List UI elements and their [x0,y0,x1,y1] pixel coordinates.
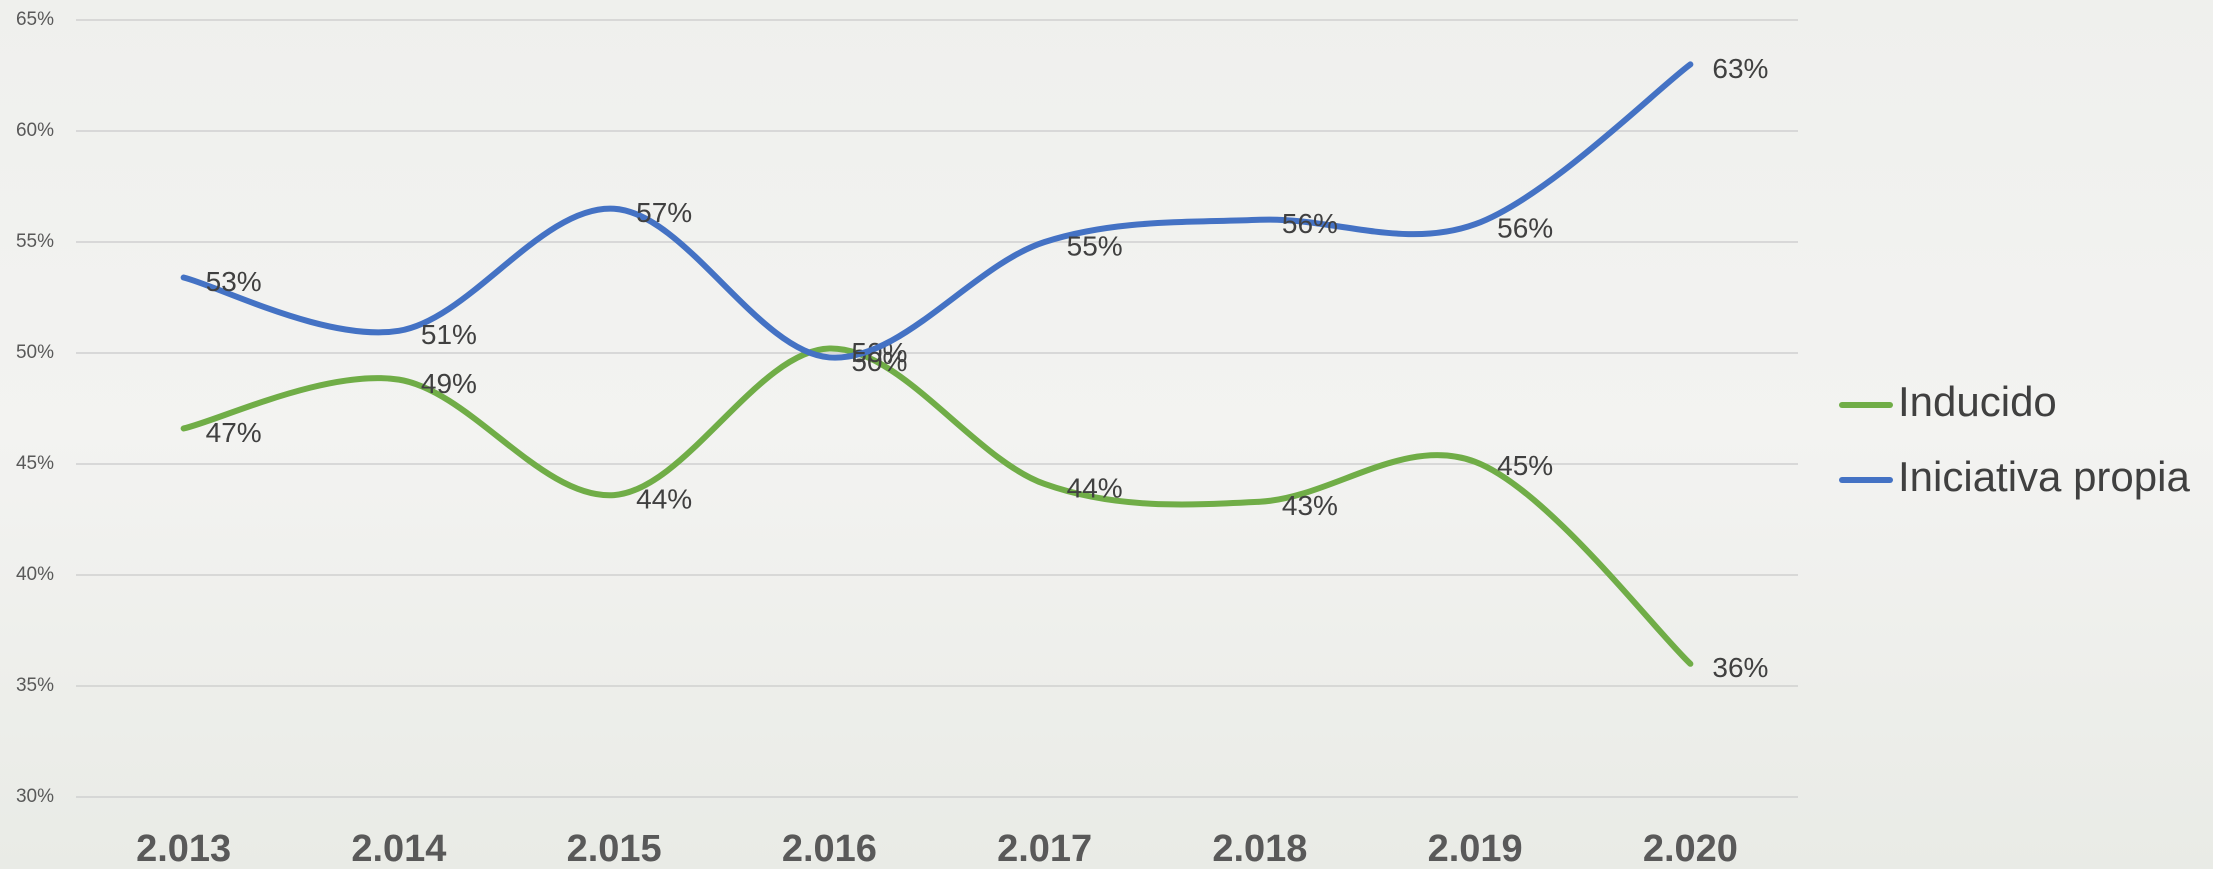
series-line [184,64,1691,357]
data-label: 55% [1067,230,1123,261]
data-label: 56% [1497,213,1553,244]
data-label: 53% [206,266,262,297]
y-tick-label: 30% [16,786,54,807]
y-tick-label: 40% [16,564,54,585]
chart: 30% 35% 40% 45% 50% 55% 60% 65% 2.013 2.014 2.015 2… [0,0,2213,869]
data-label: 50% [851,346,907,377]
data-label: 44% [1067,472,1123,503]
y-tick-label: 45% [16,453,54,474]
y-tick-label: 60% [16,120,54,141]
data-label: 63% [1712,53,1768,84]
x-tick-label: 2.016 [782,828,877,869]
x-tick-label: 2.017 [997,828,1092,869]
x-tick-label: 2.018 [1212,828,1307,869]
data-label: 57% [636,197,692,228]
series-line [184,349,1691,664]
x-tick-label: 2.013 [136,828,231,869]
x-tick-label: 2.014 [351,828,446,869]
data-label: 44% [636,483,692,514]
data-label: 49% [421,368,477,399]
y-tick-label: 55% [16,231,54,252]
y-tick-label: 65% [16,9,54,30]
y-tick-label: 50% [16,342,54,363]
legend-label: Iniciativa propia [1898,453,2190,500]
y-tick-label: 35% [16,675,54,696]
data-label: 47% [206,417,262,448]
x-tick-label: 2.015 [567,828,662,869]
data-label: 45% [1497,450,1553,481]
data-label: 56% [1282,208,1338,239]
x-tick-label: 2.020 [1643,828,1738,869]
data-label: 51% [421,319,477,350]
data-label: 43% [1282,490,1338,521]
legend-label: Inducido [1898,378,2057,425]
data-label: 36% [1712,652,1768,683]
x-tick-label: 2.019 [1428,828,1523,869]
